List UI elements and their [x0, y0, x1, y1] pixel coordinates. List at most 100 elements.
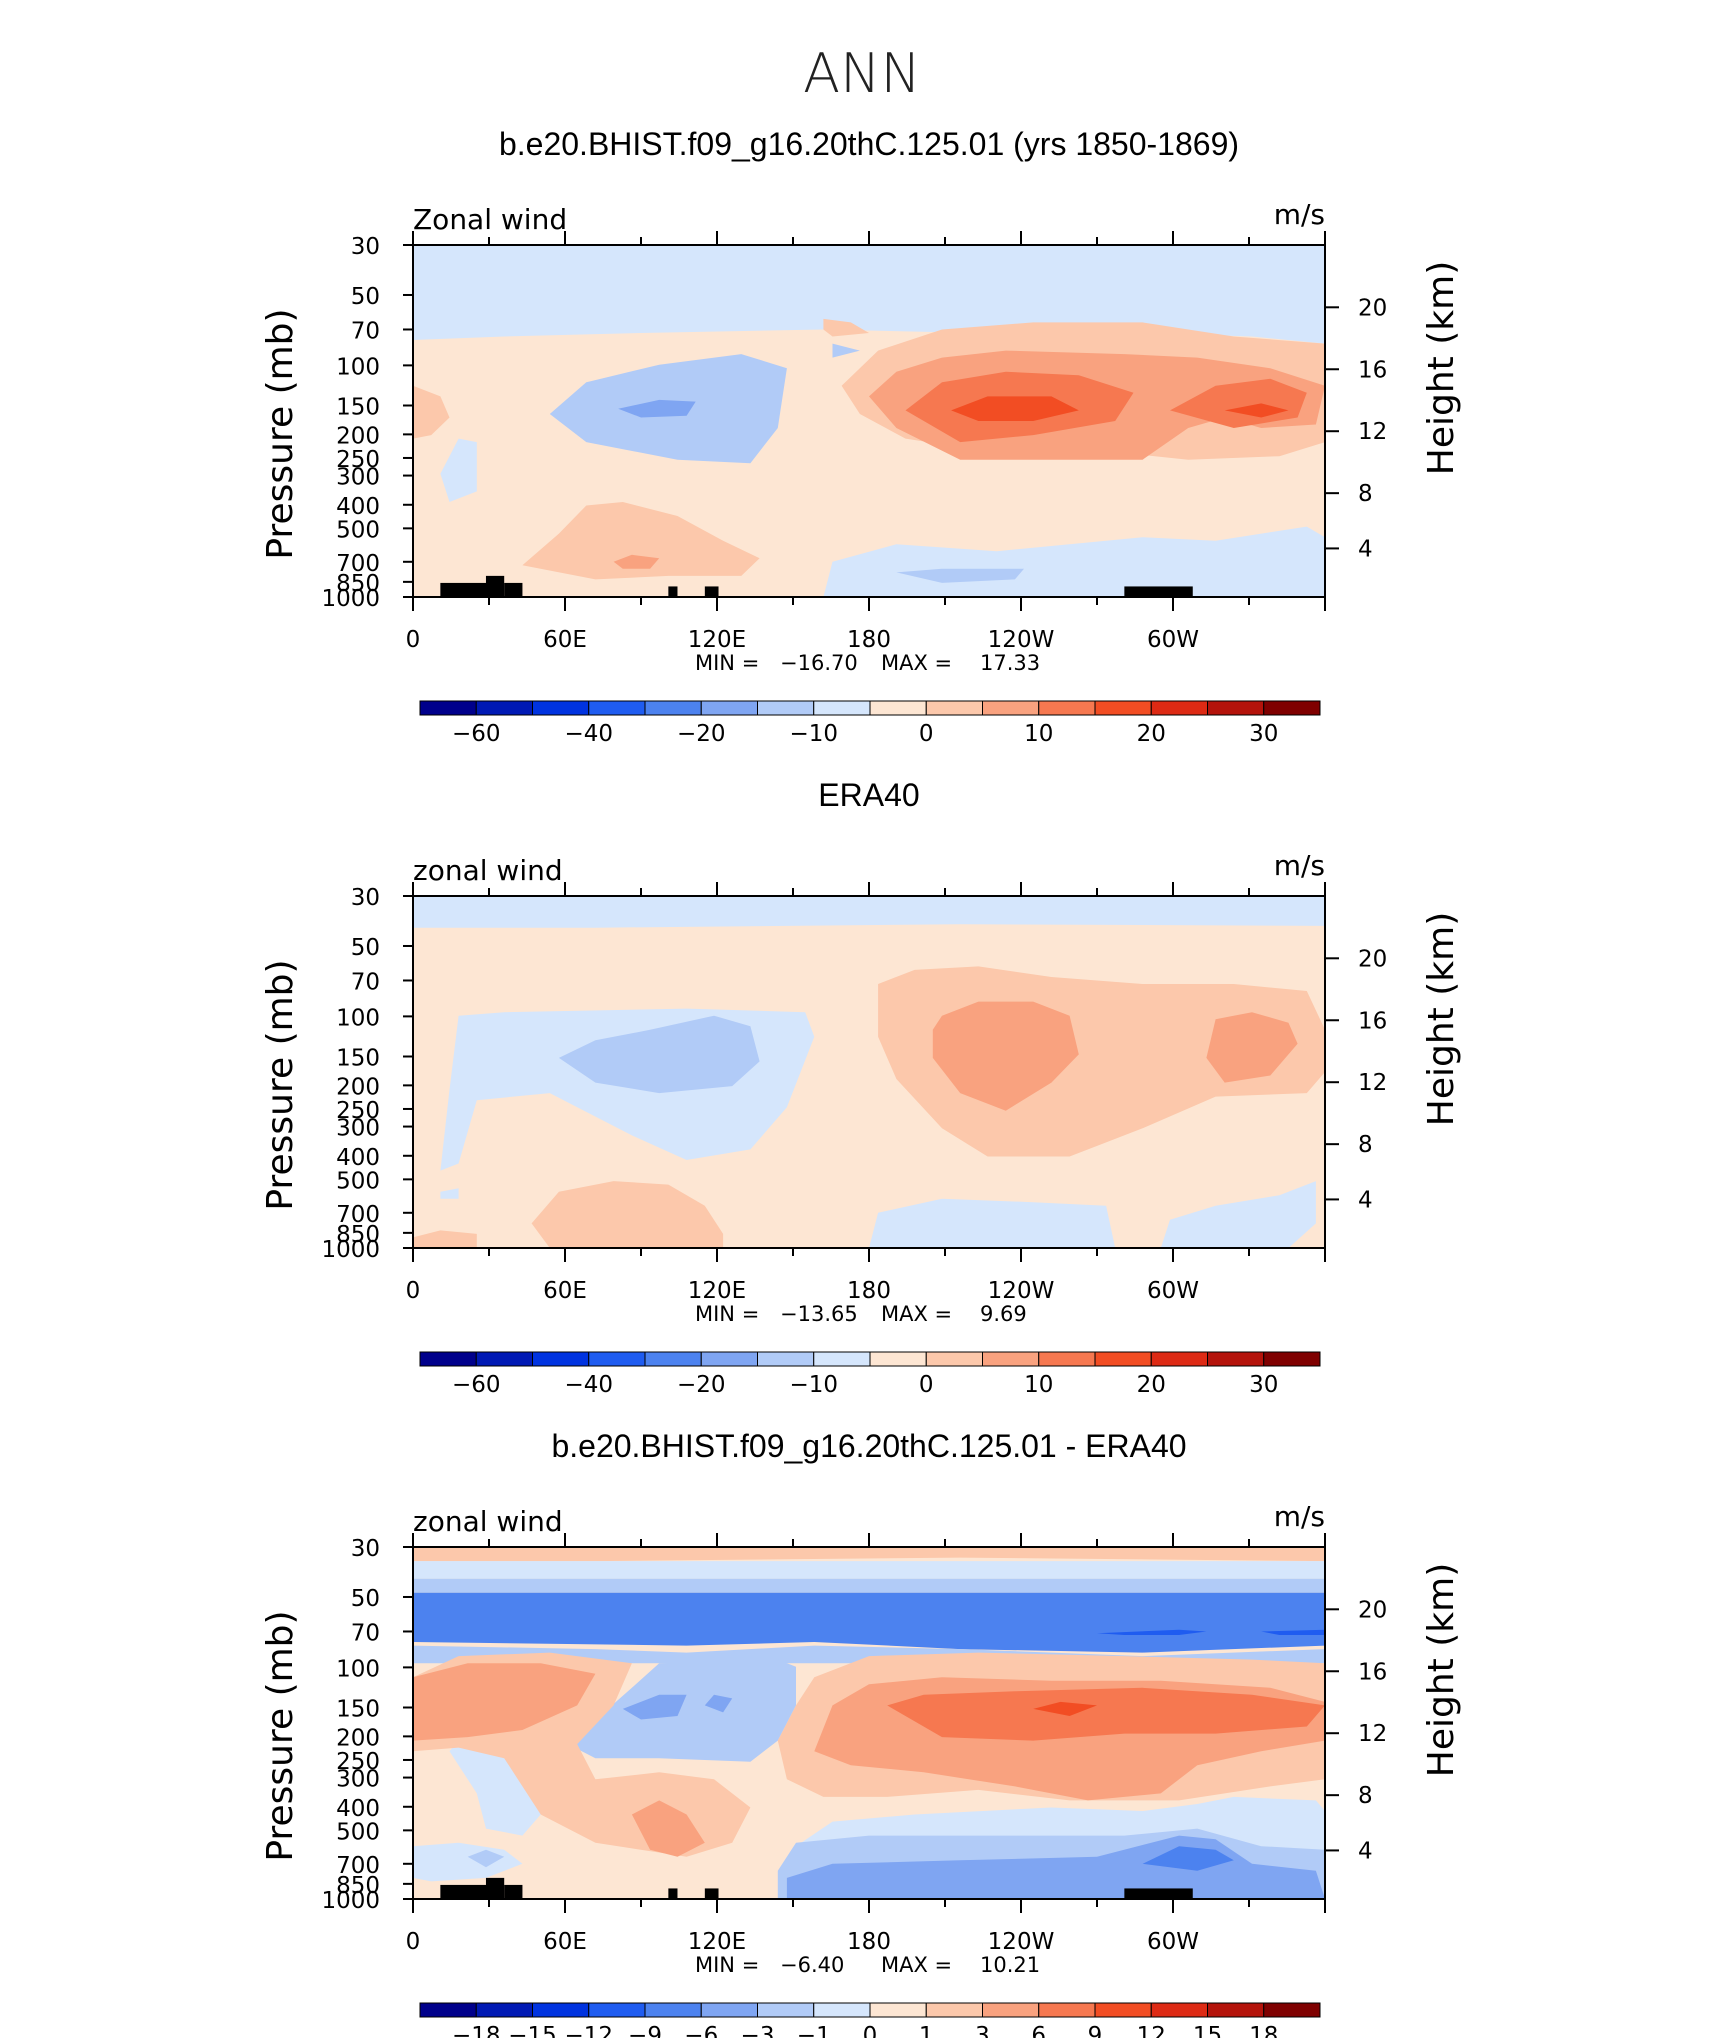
field-label: zonal wind [413, 1505, 563, 1538]
colorbar-box [1150, 2002, 1208, 2018]
colorbar-label: 0 [919, 721, 934, 747]
y-tick-label: 300 [336, 1116, 380, 1142]
y-axis-title: Pressure (mb) [260, 959, 301, 1210]
contour-region [704, 1694, 733, 1713]
contour-region [413, 1578, 1325, 1593]
colorbar-label: 6 [1031, 2023, 1046, 2038]
min-value: −6.40 [780, 1953, 844, 1977]
panel-model: b.e20.BHIST.f09_g16.20thC.125.01 (yrs 18… [260, 126, 1462, 747]
colorbar-label: 30 [1249, 1372, 1278, 1398]
contour-region [1261, 1629, 1325, 1635]
y-axis-title-right: Height (km) [1421, 1563, 1462, 1777]
min-label: MIN = [695, 1953, 759, 1977]
colorbar-label: −9 [628, 2023, 662, 2038]
contour-region [558, 1015, 760, 1094]
panel-difference: b.e20.BHIST.f09_g16.20thC.125.01 - ERA40… [260, 1428, 1462, 2038]
colorbar-box [700, 700, 758, 716]
y-tick-label: 700 [336, 1202, 380, 1228]
contour-region [413, 385, 450, 439]
height-tick-label: 20 [1358, 1597, 1387, 1623]
colorbar-label: −20 [677, 1372, 726, 1398]
colorbar-box [1094, 1351, 1152, 1367]
y-tick-label: 50 [351, 935, 380, 961]
colorbar-label: 10 [1024, 721, 1053, 747]
y-tick-label: 70 [351, 969, 380, 995]
colorbar-label: 30 [1249, 721, 1278, 747]
colorbar-label: −15 [508, 2023, 557, 2038]
x-tick-label: 0 [406, 1278, 421, 1304]
y-tick-label: 100 [336, 1005, 380, 1031]
contour-region [887, 1687, 1325, 1741]
colorbar-box [813, 2002, 871, 2018]
x-tick-label: 120E [688, 1278, 746, 1304]
min-value: −16.70 [780, 651, 858, 675]
colorbar-label: 1 [919, 2023, 934, 2038]
colorbar-label: −1 [797, 2023, 831, 2038]
colorbar-box [869, 700, 927, 716]
colorbar-box [869, 1351, 927, 1367]
colorbar-box [1150, 1351, 1208, 1367]
contour-region [823, 318, 869, 337]
colorbar-label: 0 [919, 1372, 934, 1398]
height-tick-label: 16 [1358, 1008, 1387, 1034]
colorbar-box [869, 2002, 927, 2018]
colorbar-box [475, 700, 533, 716]
colorbar-box [475, 1351, 533, 1367]
colorbar-label: 0 [863, 2023, 878, 2038]
height-tick-label: 20 [1358, 295, 1387, 321]
contour-region [522, 502, 760, 580]
contour-region [1170, 378, 1307, 428]
y-tick-label: 1000 [321, 586, 380, 612]
colorbar-box [644, 700, 702, 716]
height-tick-label: 16 [1358, 357, 1387, 383]
y-tick-label: 400 [336, 1145, 380, 1171]
panel-title: b.e20.BHIST.f09_g16.20thC.125.01 (yrs 18… [499, 126, 1239, 162]
y-axis-title-right: Height (km) [1421, 261, 1462, 475]
y-tick-label: 200 [336, 1074, 380, 1100]
colorbar-label: 18 [1249, 2023, 1278, 2038]
colorbar-box [982, 2002, 1040, 2018]
contour-region [896, 568, 1024, 583]
x-tick-label: 180 [847, 1278, 891, 1304]
x-tick-label: 60E [543, 627, 587, 653]
topography-mask [485, 575, 505, 597]
height-tick-label: 4 [1358, 1838, 1373, 1864]
contour-region [531, 1181, 724, 1248]
colorbar-box [1150, 700, 1208, 716]
x-tick-label: 180 [847, 1929, 891, 1955]
y-tick-label: 1000 [321, 1237, 380, 1263]
topography-mask [1124, 1888, 1193, 1899]
colorbar-box [813, 1351, 871, 1367]
y-tick-label: 200 [336, 1725, 380, 1751]
height-tick-label: 12 [1358, 1070, 1387, 1096]
contour-region [932, 1001, 1079, 1111]
height-tick-label: 4 [1358, 1187, 1373, 1213]
height-tick-label: 12 [1358, 419, 1387, 445]
max-value: 17.33 [980, 651, 1040, 675]
colorbar-box [1038, 2002, 1096, 2018]
colorbar-label: −10 [789, 1372, 838, 1398]
colorbar-box [757, 1351, 815, 1367]
panel-title: ERA40 [818, 777, 919, 813]
field-label: zonal wind [413, 854, 563, 887]
colorbar-label: −10 [789, 721, 838, 747]
colorbar-box [419, 1351, 477, 1367]
contour-region [618, 399, 696, 418]
colorbar-label: 15 [1193, 2023, 1222, 2038]
x-tick-label: 0 [406, 1929, 421, 1955]
units-label: m/s [1274, 849, 1325, 882]
y-axis-title: Pressure (mb) [260, 308, 301, 559]
y-tick-label: 500 [336, 1168, 380, 1194]
colorbar-box [644, 1351, 702, 1367]
contour-region [1206, 1012, 1298, 1083]
y-tick-label: 30 [351, 885, 380, 911]
colorbar-box [644, 2002, 702, 2018]
max-label: MAX = [881, 1953, 952, 1977]
units-label: m/s [1274, 1500, 1325, 1533]
y-tick-label: 150 [336, 395, 380, 421]
topography-mask [485, 1877, 505, 1899]
topography-mask [504, 1884, 523, 1899]
contour-region [568, 1659, 796, 1762]
x-tick-label: 120W [988, 627, 1055, 653]
